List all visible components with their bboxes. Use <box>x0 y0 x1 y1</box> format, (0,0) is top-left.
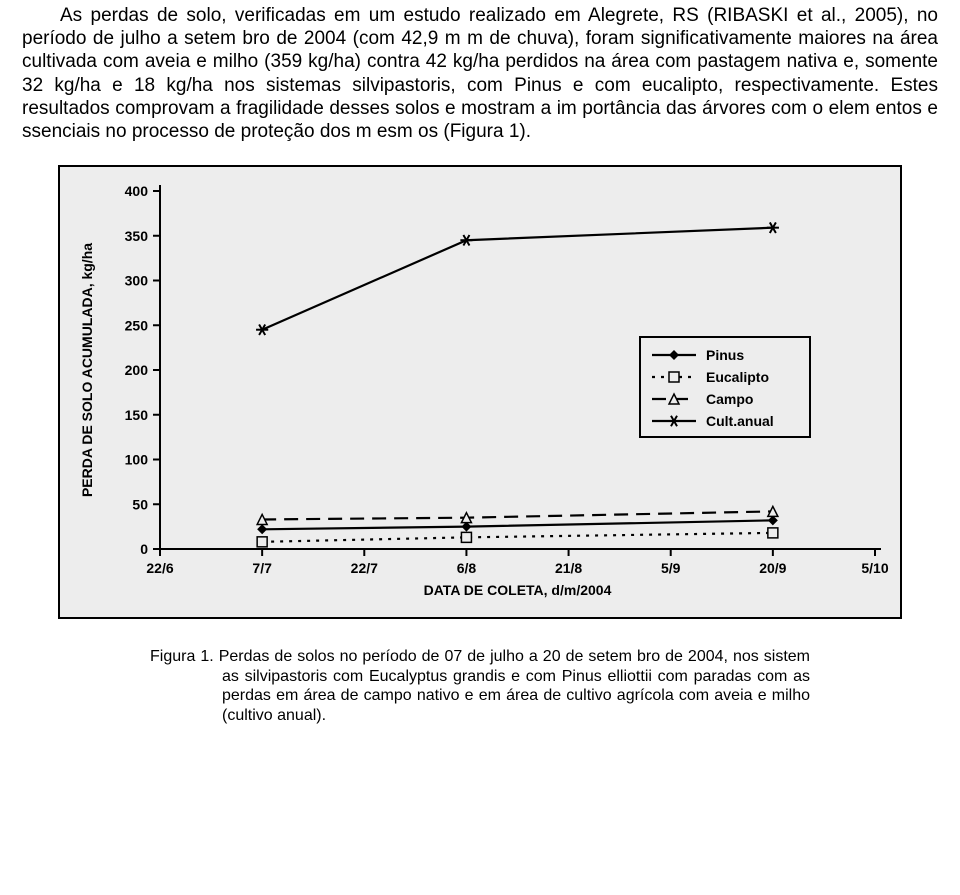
chart-svg: 0 50 100 150 200 250 300 350 400 22/6 7/7 22/7 6/8 21… <box>60 167 896 613</box>
svg-text:PERDA DE SOLO ACUMULADA, kg/ha: PERDA DE SOLO ACUMULADA, kg/ha <box>79 243 95 497</box>
svg-text:400: 400 <box>125 183 149 199</box>
body-paragraph: As perdas de solo, verificadas em um est… <box>22 4 938 143</box>
svg-text:300: 300 <box>125 273 149 289</box>
svg-text:200: 200 <box>125 362 149 378</box>
svg-text:0: 0 <box>140 541 148 557</box>
figure-caption-wrap: Figura 1. Perdas de solos no período de … <box>150 647 810 725</box>
figure-caption: Figura 1. Perdas de solos no período de … <box>150 647 810 725</box>
svg-text:DATA DE COLETA, d/m/2004: DATA DE COLETA, d/m/2004 <box>424 582 612 598</box>
svg-text:Campo: Campo <box>706 391 753 407</box>
svg-text:22/7: 22/7 <box>351 560 378 576</box>
svg-text:250: 250 <box>125 317 149 333</box>
svg-text:Eucalipto: Eucalipto <box>706 369 769 385</box>
soil-loss-chart: 0 50 100 150 200 250 300 350 400 22/6 7/7 22/7 6/8 21… <box>58 165 902 619</box>
svg-text:350: 350 <box>125 228 149 244</box>
page: As perdas de solo, verificadas em um est… <box>0 0 960 895</box>
svg-text:5/10: 5/10 <box>861 560 888 576</box>
svg-text:150: 150 <box>125 407 149 423</box>
svg-text:5/9: 5/9 <box>661 560 681 576</box>
svg-text:Pinus: Pinus <box>706 347 744 363</box>
svg-text:100: 100 <box>125 452 149 468</box>
svg-text:21/8: 21/8 <box>555 560 582 576</box>
svg-text:7/7: 7/7 <box>252 560 272 576</box>
svg-text:Cult.anual: Cult.anual <box>706 413 774 429</box>
svg-text:50: 50 <box>132 496 148 512</box>
svg-text:6/8: 6/8 <box>457 560 477 576</box>
svg-text:20/9: 20/9 <box>759 560 786 576</box>
svg-text:22/6: 22/6 <box>146 560 173 576</box>
